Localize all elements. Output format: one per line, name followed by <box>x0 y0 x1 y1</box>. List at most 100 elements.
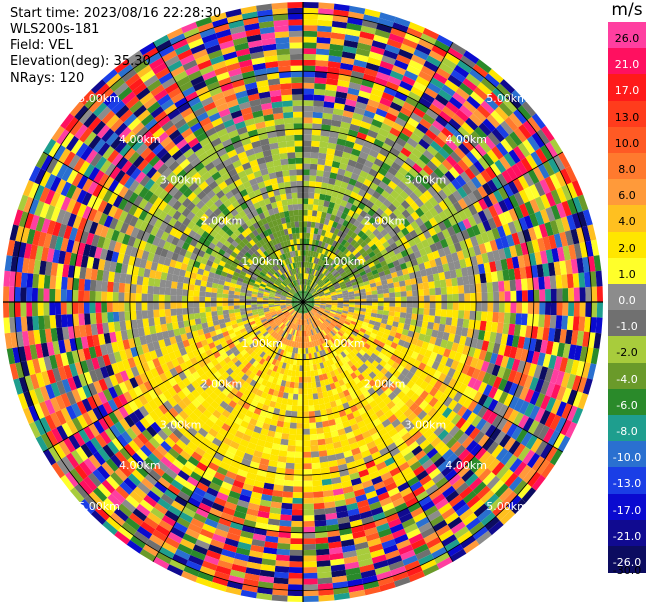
velocity-gate <box>310 376 316 383</box>
velocity-gate <box>397 111 410 123</box>
velocity-gate <box>422 443 435 455</box>
velocity-gate <box>404 560 421 572</box>
velocity-gate <box>304 273 306 279</box>
velocity-gate <box>434 241 443 251</box>
velocity-gate <box>343 234 351 242</box>
velocity-gate <box>372 212 381 221</box>
velocity-gate <box>309 428 317 435</box>
velocity-gate <box>371 294 378 299</box>
velocity-gate <box>513 109 528 125</box>
velocity-gate <box>318 308 325 312</box>
velocity-gate <box>486 311 494 322</box>
velocity-gate <box>314 71 328 79</box>
velocity-gate <box>350 341 357 349</box>
velocity-gate <box>303 88 315 95</box>
velocity-gate <box>464 257 473 268</box>
velocity-gate <box>482 118 496 133</box>
velocity-gate <box>288 387 294 394</box>
velocity-gate <box>316 234 321 241</box>
velocity-gate <box>398 280 406 287</box>
velocity-gate <box>346 412 355 421</box>
velocity-gate <box>317 571 332 579</box>
velocity-gate <box>473 86 489 101</box>
velocity-gate <box>348 81 362 91</box>
velocity-gate <box>49 302 56 316</box>
velocity-gate <box>324 437 333 445</box>
velocity-gate <box>340 157 350 165</box>
velocity-gate <box>358 505 371 514</box>
velocity-gate <box>360 302 367 306</box>
velocity-gate <box>331 482 343 490</box>
velocity-gate <box>303 175 310 181</box>
velocity-gate <box>296 312 300 319</box>
velocity-gate <box>258 433 268 442</box>
velocity-gate <box>466 494 481 509</box>
velocity-gate <box>372 338 381 346</box>
velocity-gate <box>308 304 314 307</box>
velocity-gate <box>431 182 442 194</box>
velocity-gate <box>431 329 439 338</box>
velocity-gate <box>520 431 533 447</box>
velocity-gate <box>527 452 541 469</box>
velocity-gate <box>333 263 340 270</box>
velocity-gate <box>536 459 550 475</box>
velocity-gate <box>326 372 332 379</box>
velocity-gate <box>269 507 282 515</box>
velocity-gate <box>353 355 361 362</box>
velocity-gate <box>312 387 318 394</box>
velocity-gate <box>381 318 388 325</box>
velocity-gate <box>465 73 481 87</box>
velocity-gate <box>322 206 329 213</box>
velocity-gate <box>432 224 442 234</box>
velocity-gate <box>308 296 314 300</box>
velocity-gate <box>433 136 446 148</box>
velocity-gate <box>366 294 373 299</box>
velocity-gate <box>244 513 258 523</box>
velocity-gate <box>462 374 472 386</box>
velocity-gate <box>324 348 330 355</box>
velocity-gate <box>303 169 310 176</box>
velocity-gate <box>511 426 523 441</box>
velocity-gate <box>303 319 306 325</box>
velocity-gate <box>333 441 342 449</box>
velocity-gate <box>358 285 366 290</box>
velocity-gate <box>431 472 445 484</box>
velocity-gate <box>382 241 391 249</box>
velocity-gate <box>348 178 357 186</box>
velocity-gate <box>194 279 202 286</box>
velocity-gate <box>461 121 475 135</box>
velocity-gate <box>314 302 321 304</box>
velocity-gate <box>482 396 494 409</box>
velocity-gate <box>277 455 287 463</box>
velocity-gate <box>448 494 463 508</box>
velocity-gate <box>523 215 534 229</box>
velocity-gate <box>297 318 300 325</box>
velocity-gate <box>414 143 427 154</box>
velocity-gate <box>525 265 533 279</box>
velocity-gate <box>343 104 356 113</box>
velocity-gate <box>355 48 371 57</box>
velocity-gate <box>389 70 404 81</box>
velocity-gate <box>371 236 380 244</box>
velocity-gate <box>379 497 393 507</box>
velocity-gate <box>549 449 563 466</box>
velocity-gate <box>362 521 377 531</box>
velocity-gate <box>452 499 467 512</box>
velocity-gate <box>330 260 336 267</box>
velocity-gate <box>153 317 161 326</box>
velocity-gate <box>407 266 415 274</box>
velocity-gate <box>313 305 320 309</box>
velocity-gate <box>418 38 434 51</box>
velocity-gate <box>333 342 340 349</box>
velocity-gate <box>353 107 366 116</box>
velocity-gate <box>421 414 432 425</box>
velocity-gate <box>415 158 427 170</box>
velocity-gate <box>542 427 555 444</box>
velocity-gate <box>393 316 400 323</box>
velocity-gate <box>378 181 388 190</box>
velocity-gate <box>404 32 421 44</box>
velocity-gate <box>368 426 378 436</box>
velocity-gate <box>171 315 178 323</box>
velocity-gate <box>112 292 119 302</box>
velocity-gate <box>425 175 436 187</box>
